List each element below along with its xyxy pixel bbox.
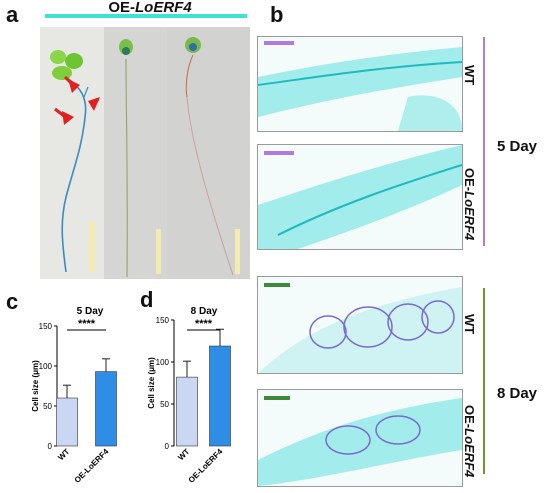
panel-label-c: c [6,289,19,314]
chart-title: 8 Day [191,306,218,317]
group-label-8day: 8 Day [497,385,538,402]
scale-bar [264,396,290,400]
tissue-drawing [258,145,462,249]
y-axis-label: Cell size (μm) [147,357,156,409]
red-arrows [54,75,100,125]
title-underline-bar [45,14,247,18]
seedling-photo-1 [40,27,104,279]
genotype-label-2: OE-LoERF4 [462,168,477,241]
y-tick-label: 50 [160,400,169,409]
y-tick-label: 100 [39,362,53,371]
x-tick-label: OE-LoERF4 [187,447,225,485]
seedling-drawing-3 [185,37,240,276]
y-tick-label: 50 [43,402,52,411]
micrograph-8day-wt [257,276,463,374]
seedling-photo-3 [167,27,250,279]
genotype-label-4: OE-LoERF4 [462,405,477,478]
seedling-photo-2 [104,27,167,279]
x-tick-label: WT [56,447,71,462]
scale-bar [264,283,290,287]
group-label-5day: 5 Day [497,138,538,155]
chart-title: 5 Day [77,306,104,317]
significance-label: **** [195,318,213,330]
tissue-drawing [258,41,462,131]
genotype-label-1: WT [462,65,477,86]
y-tick-label: 0 [165,442,170,451]
title-prefix: OE- [108,0,135,16]
scale-bar [264,41,294,45]
bar [95,371,117,447]
panel-a-title: OE-LoERF4 [0,0,300,16]
y-tick-label: 0 [48,442,53,451]
tissue-drawing [258,283,462,373]
y-tick-label: 150 [39,322,53,331]
panel-label-d: d [140,287,154,312]
y-tick-label: 150 [156,316,170,325]
bar [209,345,231,447]
bar [56,397,78,447]
micrograph-8day-oe [257,389,463,487]
scale-bar [264,151,294,155]
tissue-drawing [258,396,462,486]
panel-label-b: b [270,2,284,27]
x-tick-label: WT [176,447,191,462]
group-bracket-5day [483,37,485,246]
bar [176,376,198,447]
seedling-drawing-2 [119,39,161,278]
significance-label: **** [78,318,96,330]
title-gene: LoERF4 [135,0,192,16]
micrograph-5day-oe [257,144,463,250]
micrograph-5day-wt [257,36,463,132]
panel-label-a: a [6,2,19,27]
genotype-label-3: WT [462,314,477,335]
bar-chart-5day: 5 Day 0 50 100 150 Cell size (μm) WT OE-LoERF4 *… [31,306,117,485]
y-tick-label: 100 [156,358,170,367]
x-tick-label: OE-LoERF4 [73,447,111,485]
seedling-drawing-1 [50,50,95,273]
y-axis-label: Cell size (μm) [31,360,40,412]
group-bracket-8day [483,288,485,474]
